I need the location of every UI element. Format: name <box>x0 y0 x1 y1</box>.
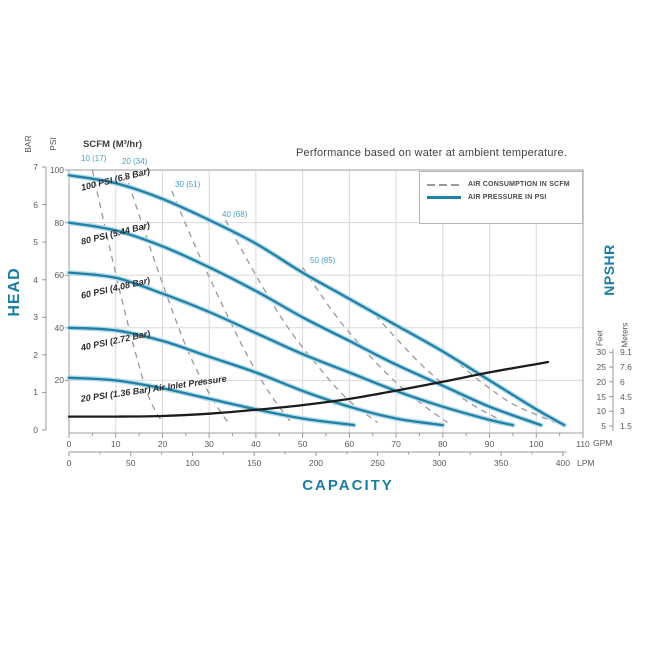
lpm-tick-label: 150 <box>247 458 262 468</box>
psi-tick-label: 20 <box>54 375 64 386</box>
npshr-meters-label: 6 <box>620 376 625 387</box>
gpm-tick-label: 50 <box>297 439 308 449</box>
lpm-tick-label: 300 <box>432 458 447 468</box>
scfm-label-50: 50 (85) <box>310 256 336 265</box>
bar-tick-label: 6 <box>33 199 38 210</box>
psi-tick-label: 100 <box>49 165 64 175</box>
meters-header: Meters <box>620 322 630 348</box>
npshr-meters-label: 1.5 <box>620 421 632 432</box>
gpm-tick-label: 100 <box>529 439 544 449</box>
bar-tick-label: 2 <box>33 349 38 360</box>
npshr-feet-label: 10 <box>596 406 606 417</box>
npshr-meters-label: 7.6 <box>620 362 632 373</box>
npshr-feet-label: 15 <box>596 391 606 402</box>
legend-label: AIR PRESSURE IN PSI <box>468 194 547 201</box>
legend-row-air-consumption: AIR CONSUMPTION IN SCFM <box>427 179 582 190</box>
lpm-tick-label: 250 <box>370 458 385 468</box>
psi-axis-unit: PSI <box>48 137 58 151</box>
legend-row-air-pressure: AIR PRESSURE IN PSI <box>427 192 582 203</box>
lpm-tick-label: 50 <box>126 458 136 468</box>
lpm-tick-label: 100 <box>185 458 200 468</box>
bar-tick-label: 0 <box>33 425 38 435</box>
npshr-feet-label: 30 <box>596 347 606 358</box>
gpm-tick-label: 70 <box>391 439 401 449</box>
scfm-label-20: 20 (34) <box>122 157 148 166</box>
lpm-unit-label: LPM <box>577 458 595 468</box>
bar-axis-unit: BAR <box>23 135 33 153</box>
npshr-feet-label: 25 <box>596 362 606 373</box>
psi-tick-label: 40 <box>54 322 64 333</box>
bar-tick-label: 3 <box>33 312 38 323</box>
bar-tick-label: 1 <box>33 387 38 398</box>
solid-line-sample-icon <box>427 196 463 199</box>
lpm-tick-label: 350 <box>494 458 509 468</box>
chart-title: Performance based on water at ambient te… <box>296 147 568 159</box>
npshr-axis-title: NPSHR <box>601 244 617 296</box>
head-axis-title: HEAD <box>6 267 23 317</box>
legend: AIR CONSUMPTION IN SCFM AIR PRESSURE IN … <box>419 171 583 224</box>
gpm-tick-label: 0 <box>66 439 72 449</box>
lpm-tick-label: 400 <box>555 458 570 468</box>
psi-tick-label: 80 <box>54 217 64 228</box>
gpm-tick-label: 80 <box>438 439 448 449</box>
scfm-header: SCFM (M³/hr) <box>83 139 143 150</box>
bar-tick-label: 5 <box>33 237 38 248</box>
gpm-tick-label: 30 <box>204 439 214 449</box>
feet-header: Feet <box>595 329 605 347</box>
scfm-label-40: 40 (68) <box>222 210 248 219</box>
npshr-feet-label: 5 <box>601 421 606 432</box>
npshr-meters-label: 9.1 <box>620 347 632 358</box>
lpm-tick-label: 200 <box>308 458 324 468</box>
bar-tick-label: 7 <box>33 162 38 172</box>
npshr-feet-label: 20 <box>596 376 606 387</box>
lpm-tick-label: 0 <box>66 458 72 468</box>
psi-tick-label: 60 <box>54 270 64 281</box>
npshr-meters-label: 4.5 <box>620 391 632 402</box>
capacity-axis-title: CAPACITY <box>302 477 394 494</box>
dashed-line-sample-icon <box>427 183 463 186</box>
npshr-meters-label: 3 <box>620 406 625 417</box>
gpm-tick-label: 10 <box>110 439 121 449</box>
gpm-tick-label: 60 <box>344 439 355 449</box>
gpm-tick-label: 90 <box>484 439 495 449</box>
gpm-tick-label: 40 <box>251 439 261 449</box>
bar-tick-label: 4 <box>33 274 38 285</box>
scfm-label-30: 30 (51) <box>175 180 201 189</box>
legend-label: AIR CONSUMPTION IN SCFM <box>468 181 570 188</box>
gpm-tick-label: 110 <box>576 439 590 449</box>
gpm-unit-label: GPM <box>593 438 613 448</box>
scfm-label-10: 10 (17) <box>81 154 107 163</box>
gpm-tick-label: 20 <box>157 439 168 449</box>
